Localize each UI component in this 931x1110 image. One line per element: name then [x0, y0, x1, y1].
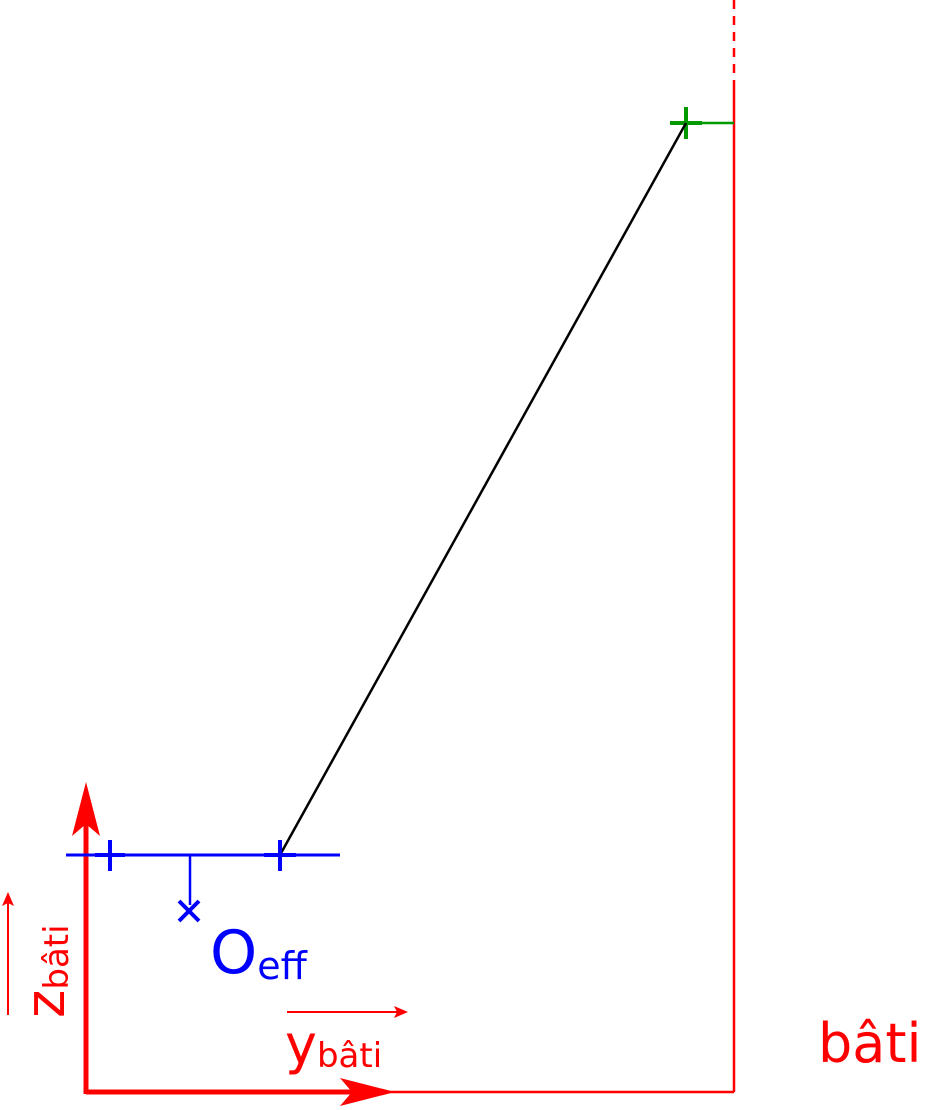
y-axis-label: ybâti — [285, 1013, 382, 1076]
y-arrowhead — [340, 1078, 395, 1106]
z-vector-head — [2, 892, 14, 906]
link-line — [278, 122, 688, 856]
z-axis-label: zbâti — [14, 924, 77, 1018]
origin-label: Oeff — [210, 918, 308, 988]
z-arrowhead — [72, 782, 100, 836]
frame-label: bâti — [818, 1012, 922, 1075]
y-vector-head — [394, 1006, 408, 1018]
origin-mark — [177, 899, 201, 923]
